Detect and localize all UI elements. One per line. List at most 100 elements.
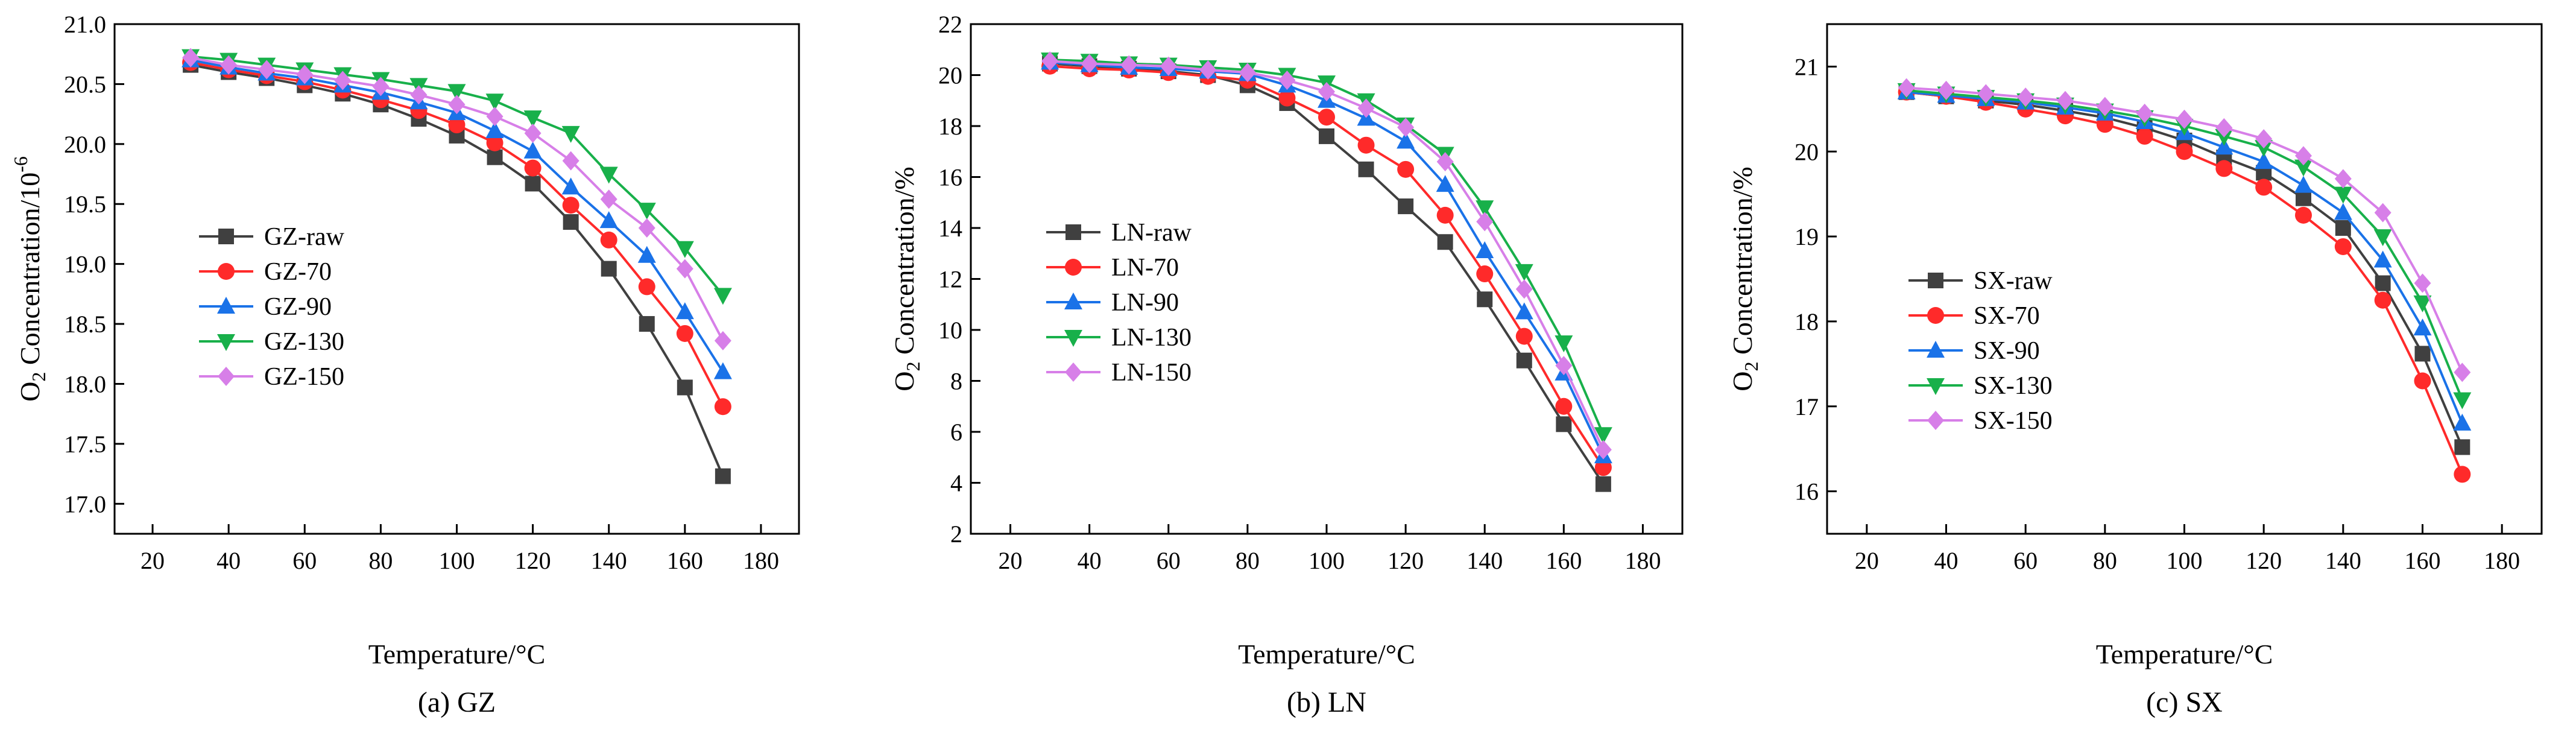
data-point-GZ-150: [296, 65, 314, 84]
legend-label: SX-150: [1974, 407, 2053, 435]
y-tick-label: 22: [938, 11, 962, 38]
y-tick-label: 17.0: [64, 490, 106, 517]
x-tick-label: 80: [2093, 547, 2117, 574]
data-point-GZ-70: [600, 231, 617, 248]
y-tick-label: 17.5: [64, 431, 106, 458]
legend-entry-SX-150: SX-150: [1908, 407, 2053, 435]
data-point-SX-raw: [2375, 275, 2391, 291]
legend-label: LN-90: [1111, 289, 1179, 317]
legend-marker: [1927, 411, 1944, 430]
data-point-LN-150: [1278, 70, 1296, 90]
y-axis-title-subscript: 2: [28, 372, 49, 382]
data-point-LN-150: [1515, 279, 1533, 299]
y-tick-label: 16: [1795, 478, 1819, 505]
legend-entry-LN-70: LN-70: [1046, 254, 1179, 282]
legend-entry-SX-70: SX-70: [1908, 302, 2040, 330]
x-tick-label: 40: [1078, 547, 1102, 574]
data-point-LN-70: [1436, 206, 1454, 224]
legend-marker: [217, 334, 235, 351]
x-tick-label: 120: [2246, 547, 2282, 574]
data-point-SX-70: [2215, 160, 2233, 177]
y-axis-title-main: O: [1727, 371, 1758, 391]
data-point-LN-150: [1318, 81, 1335, 101]
y-tick-label: 18.0: [64, 370, 106, 397]
data-point-SX-130: [2294, 159, 2312, 177]
data-point-LN-150: [1476, 212, 1494, 232]
legend-label: LN-70: [1111, 254, 1179, 282]
data-point-GZ-raw: [601, 261, 617, 277]
y-tick-label: 19: [1795, 223, 1819, 250]
data-point-LN-130: [1515, 264, 1533, 281]
x-tick-label: 160: [1545, 547, 1582, 574]
data-point-GZ-90: [599, 211, 618, 229]
data-point-SX-150: [1937, 80, 1955, 100]
data-point-SX-150: [2374, 203, 2391, 223]
data-point-SX-90: [2255, 152, 2273, 169]
data-point-LN-150: [1160, 56, 1177, 76]
data-point-GZ-raw: [525, 176, 541, 192]
data-point-SX-150: [2215, 118, 2233, 138]
y-axis-title-main: O: [889, 371, 920, 391]
data-point-SX-70: [2414, 372, 2431, 390]
y-tick-label: 21: [1795, 53, 1819, 80]
data-point-GZ-150: [448, 95, 466, 115]
legend-label: GZ-130: [264, 328, 344, 356]
data-point-SX-90: [2373, 250, 2392, 268]
data-point-LN-raw: [1595, 476, 1611, 492]
y-tick-label: 10: [938, 317, 962, 344]
x-tick-label: 180: [743, 547, 779, 574]
data-point-LN-70: [1555, 397, 1573, 415]
data-point-GZ-raw: [715, 468, 731, 484]
data-point-LN-150: [1120, 55, 1138, 75]
data-point-GZ-70: [524, 159, 541, 177]
legend-entry-SX-130: SX-130: [1908, 372, 2053, 400]
legend-marker: [1065, 362, 1082, 382]
legend-marker: [218, 229, 234, 244]
data-point-LN-raw: [1358, 161, 1374, 177]
data-point-SX-130: [2453, 392, 2472, 410]
x-tick-label: 120: [515, 547, 551, 574]
y-tick-label: 18.5: [64, 311, 106, 338]
legend-label: GZ-90: [264, 293, 332, 321]
x-tick-label: 40: [216, 547, 241, 574]
data-point-SX-70: [2255, 179, 2273, 196]
data-point-GZ-150: [562, 151, 579, 171]
data-point-SX-raw: [2454, 439, 2470, 455]
legend-entry-GZ-70: GZ-70: [199, 258, 332, 286]
data-point-SX-150: [1898, 78, 1915, 98]
legend-entry-LN-150: LN-150: [1046, 359, 1192, 387]
data-point-LN-150: [1357, 98, 1375, 118]
x-tick-label: 40: [1934, 547, 1959, 574]
x-axis-title: Temperature/°C: [368, 639, 546, 669]
data-point-GZ-130: [561, 125, 580, 143]
x-tick-label: 160: [2405, 547, 2441, 574]
data-point-LN-130: [1594, 427, 1612, 445]
y-axis-title: O2 Concentration/10-6: [10, 156, 49, 402]
data-point-LN-70: [1357, 136, 1375, 154]
x-axis-title: Temperature/°C: [1238, 639, 1415, 669]
data-point-LN-130: [1555, 335, 1573, 353]
data-point-GZ-70: [638, 278, 655, 296]
data-point-LN-150: [1041, 51, 1059, 71]
legend-entry-LN-130: LN-130: [1046, 324, 1192, 352]
data-point-GZ-150: [638, 218, 655, 238]
y-axis-title-main: O: [14, 382, 45, 402]
y-tick-label: 18: [1795, 308, 1819, 335]
data-point-LN-raw: [1516, 352, 1532, 369]
y-axis-title-rest: Concentration/10: [14, 172, 45, 372]
data-point-GZ-raw: [677, 379, 693, 396]
y-tick-label: 18: [938, 113, 962, 140]
data-point-GZ-150: [676, 259, 693, 279]
data-point-GZ-150: [714, 331, 731, 350]
y-tick-label: 2: [950, 521, 962, 548]
legend-entry-GZ-150: GZ-150: [199, 363, 344, 391]
x-tick-label: 60: [1157, 547, 1181, 574]
y-tick-label: 17: [1795, 393, 1819, 420]
data-point-SX-raw: [2335, 220, 2351, 236]
data-point-SX-raw: [2414, 346, 2431, 362]
legend-label: LN-150: [1111, 359, 1192, 387]
chart-panel-gz: 20 40 60 80 100 120 140 160 180 17.0 17.5 18.0 18.5 1…: [10, 11, 800, 718]
data-point-GZ-raw: [487, 149, 503, 165]
y-tick-label: 20: [938, 62, 962, 89]
